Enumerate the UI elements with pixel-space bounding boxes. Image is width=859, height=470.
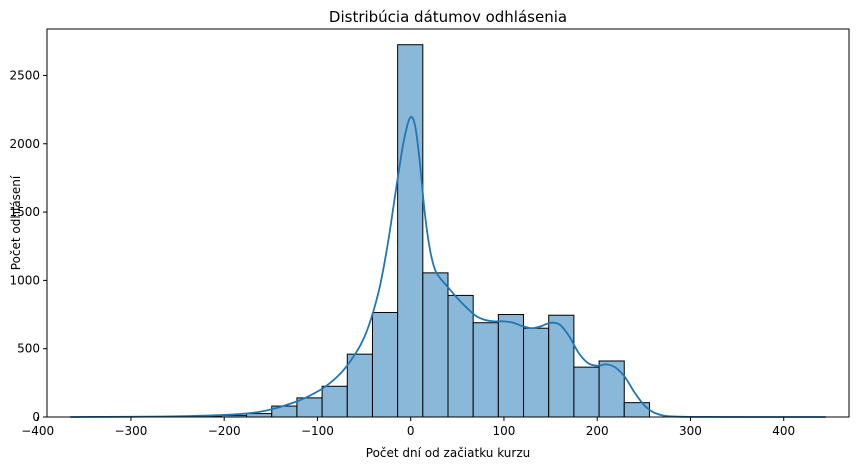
x-tick-label: −100 [301, 424, 334, 438]
y-tick-label: 1500 [9, 205, 40, 219]
y-axis-ticks: 0 500 1000 1500 2000 2500 [9, 68, 47, 424]
x-tick-label: −200 [208, 424, 241, 438]
histogram-bar [346, 353, 373, 418]
histogram-bar [523, 327, 550, 418]
x-tick-label: 200 [586, 424, 609, 438]
y-tick-label: 2500 [9, 68, 40, 82]
y-tick-label: 500 [17, 342, 40, 356]
x-tick-label: 0 [407, 424, 415, 438]
histogram-bar [321, 385, 348, 418]
histogram-bar [371, 311, 399, 418]
x-tick-label: 100 [493, 424, 516, 438]
x-axis-label: Počet dní od začiatku kurzu [366, 446, 530, 460]
chart-title: Distribúcia dátumov odhlásenia [329, 8, 567, 26]
histogram-bar [447, 294, 474, 418]
histogram-bar [623, 402, 650, 418]
histogram-bar [573, 366, 600, 418]
y-tick-label: 2000 [9, 137, 40, 151]
histogram-bar [422, 272, 449, 418]
histogram-bar [548, 314, 575, 418]
histogram-bars [145, 44, 650, 418]
histogram-bar [397, 44, 424, 418]
histogram-bar [472, 322, 499, 418]
x-tick-label: 400 [772, 424, 795, 438]
histogram-bar [497, 314, 525, 418]
axes-frame [46, 28, 850, 418]
x-tick-label: 300 [679, 424, 702, 438]
x-tick-label: −400 [21, 424, 54, 438]
y-axis-label: Počet odhlásení [9, 175, 23, 270]
histogram-bar [246, 413, 273, 418]
x-tick-label: −300 [114, 424, 147, 438]
y-tick-label: 0 [32, 410, 40, 424]
kde-curve [70, 116, 826, 418]
x-axis-ticks: −400 −300 −200 −100 0 100 200 300 400 [21, 417, 795, 438]
plot-area [46, 28, 850, 418]
histogram-bar [598, 360, 625, 418]
y-tick-label: 1000 [9, 273, 40, 287]
